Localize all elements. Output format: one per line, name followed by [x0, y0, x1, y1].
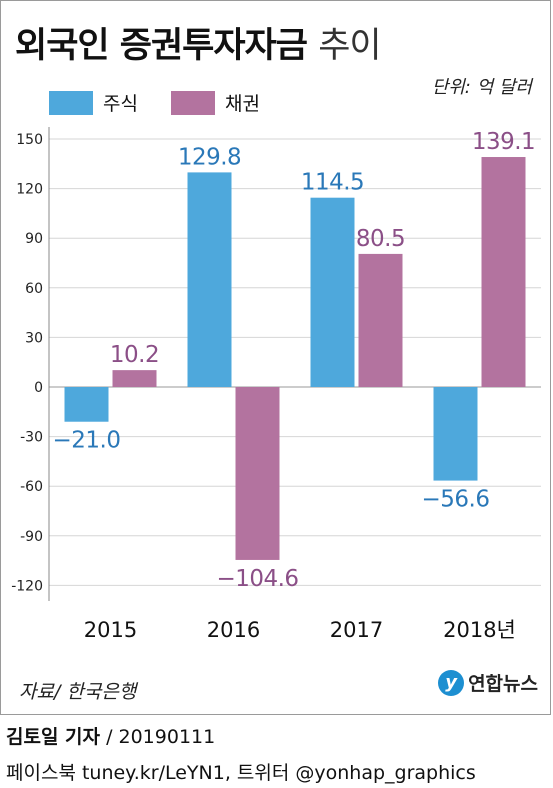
reporter-credit: 김토일 기자 / 20190111: [6, 722, 215, 749]
x-tick-label: 2017: [330, 618, 383, 642]
bar-bonds-2015: [112, 370, 157, 387]
chart-title: 외국인 증권투자자금 추이: [15, 17, 382, 68]
social-credit: 페이스북 tuney.kr/LeYN1, 트위터 @yonhap_graphic…: [6, 762, 476, 784]
yonhap-logo-mark: y: [438, 669, 465, 696]
y-tick-label: 0: [34, 380, 43, 396]
credit-date: / 20190111: [106, 726, 216, 748]
bar-chart: 150 120 90 60 30 0 -30 -60 -90 -120 −21.0 10.2 2015 1…: [11, 127, 541, 642]
reporter-name: 김토일 기자: [6, 726, 101, 748]
bar-stocks-2018년: [433, 387, 478, 481]
y-tick-label: -60: [20, 479, 43, 495]
legend-swatch-stocks: [49, 90, 93, 115]
title-suffix: 추이: [318, 26, 381, 66]
bar-bonds-2016: [235, 387, 280, 560]
y-tick-label: 120: [16, 182, 43, 198]
title-main: 외국인 증권투자자금: [15, 26, 308, 66]
legend-item-stocks: 주식: [49, 89, 138, 116]
unit-label: 단위: 억 달러: [431, 77, 532, 98]
bar-stocks-2015: [64, 387, 109, 422]
bar-stocks-2017: [310, 197, 355, 387]
bar-bonds-2018년: [481, 157, 526, 387]
legend-item-bonds: 채권: [171, 89, 260, 116]
data-label-stocks: 114.5: [301, 170, 364, 196]
y-tick-label: 30: [25, 330, 43, 346]
y-tick-label: 90: [25, 231, 43, 247]
legend-swatch-bonds: [171, 90, 215, 115]
legend-label-stocks: 주식: [103, 93, 138, 115]
y-tick-label: -90: [20, 529, 43, 545]
legend-label-bonds: 채권: [225, 93, 260, 115]
data-label-stocks: −21.0: [53, 428, 121, 454]
x-tick-label: 2016: [207, 618, 260, 642]
data-label-bonds: 80.5: [356, 226, 405, 252]
x-tick-label: 2015: [84, 618, 137, 642]
y-tick-label: -120: [11, 578, 43, 594]
yonhap-logo-text: 연합뉴스: [468, 673, 538, 695]
bar-bonds-2017: [358, 253, 403, 387]
y-tick-label: 150: [16, 132, 43, 148]
y-tick-label: 60: [25, 281, 43, 297]
x-tick-label: 2018년: [443, 618, 516, 642]
data-label-stocks: −56.6: [422, 487, 490, 513]
data-label-bonds: 10.2: [110, 342, 159, 368]
chart-frame: 외국인 증권투자자금 추이 단위: 억 달러 주식 채권 150 120 90 60 3…: [0, 0, 551, 715]
data-label-stocks: 129.8: [178, 144, 241, 170]
y-tick-label: -30: [20, 430, 43, 446]
bar-stocks-2016: [187, 172, 232, 387]
source-note: 자료/ 한국은행: [19, 681, 137, 703]
data-label-bonds: −104.6: [216, 566, 298, 592]
data-label-bonds: 139.1: [472, 129, 535, 155]
yonhap-logo: y 연합뉴스: [438, 669, 538, 696]
